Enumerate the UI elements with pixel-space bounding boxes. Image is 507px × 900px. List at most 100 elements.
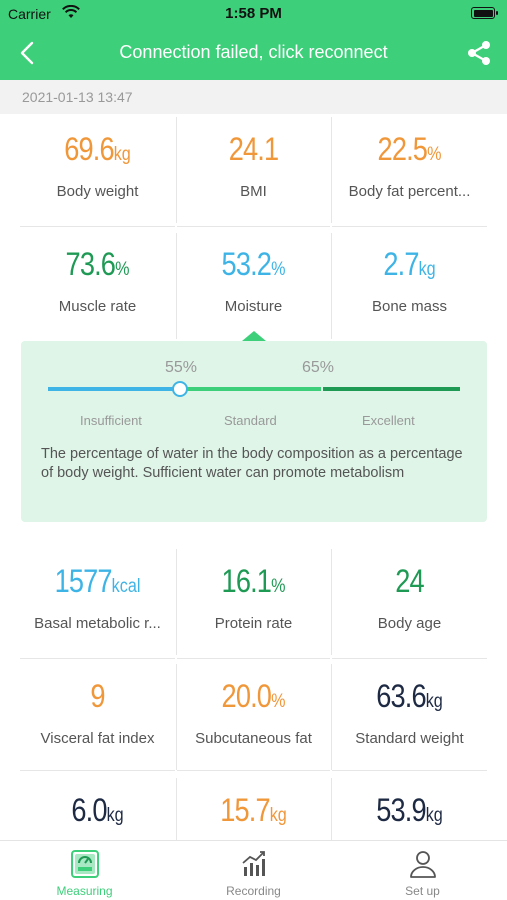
- metric-cell[interactable]: 1577kcal Basal metabolic r...: [20, 549, 175, 657]
- metric-value: 15.7kg: [188, 792, 320, 829]
- metric-cell[interactable]: 20.0% Subcutaneous fat: [176, 664, 331, 772]
- metric-label: Muscle rate: [58, 298, 137, 315]
- metric-value: 20.0%: [188, 678, 320, 715]
- tab-recording[interactable]: Recording: [169, 841, 338, 900]
- metric-value: 53.2%: [188, 246, 320, 283]
- metric-label: Body fat percent...: [348, 183, 471, 200]
- metric-number: 20.0: [221, 678, 272, 714]
- metric-value: 24.1: [188, 131, 320, 168]
- metric-label: Basal metabolic r...: [34, 615, 161, 632]
- metric-value: 53.9kg: [344, 792, 476, 829]
- metric-number: 63.6: [376, 678, 426, 714]
- scale-icon: [71, 850, 99, 878]
- metric-label: Body age: [377, 615, 442, 632]
- metric-value: 2.7kg: [344, 246, 476, 283]
- range-bar-standard: [182, 387, 321, 391]
- measurement-date-bar: 2021-01-13 13:47: [0, 80, 507, 114]
- metric-cell[interactable]: 15.7kg: [176, 778, 331, 886]
- metrics-grid-bottom: 1577kcal Basal metabolic r... 16.1% Protein…: [20, 549, 487, 840]
- moisture-detail-panel: 55% 65% Insufficient Standard Excellent …: [21, 341, 487, 522]
- wifi-icon: [62, 5, 80, 18]
- metric-cell[interactable]: 16.1% Protein rate: [176, 549, 331, 657]
- tab-set-up[interactable]: Set up: [338, 841, 507, 900]
- metric-cell[interactable]: 69.6kg Body weight: [20, 117, 175, 225]
- metric-value: 24: [344, 563, 476, 600]
- metric-number: 24.1: [228, 131, 279, 167]
- metric-unit: kg: [425, 691, 443, 712]
- metrics-grid-top: 69.6kg Body weight 24.1 BMI 22.5% Body fat pe…: [20, 117, 487, 339]
- tab-label: Measuring: [56, 884, 113, 898]
- metric-label: Subcutaneous fat: [195, 730, 312, 747]
- metric-number: 69.6: [64, 131, 114, 167]
- metric-cell[interactable]: 6.0kg: [20, 778, 175, 886]
- metric-cell[interactable]: 2.7kg Bone mass: [332, 232, 487, 340]
- metric-label: Standard weight: [355, 730, 464, 747]
- metric-unit: %: [271, 259, 286, 280]
- metric-value: 63.6kg: [344, 678, 476, 715]
- nav-bar: Connection failed, click reconnect: [0, 30, 507, 78]
- chart-icon: [242, 851, 265, 876]
- panel-pointer: [242, 331, 266, 341]
- metric-number: 16.1: [221, 563, 272, 599]
- metric-unit: %: [115, 259, 130, 280]
- metric-cell[interactable]: 53.2% Moisture: [176, 232, 331, 340]
- metric-unit: kg: [113, 144, 131, 165]
- share-icon[interactable]: [465, 39, 493, 67]
- metric-cell[interactable]: 63.6kg Standard weight: [332, 664, 487, 772]
- metric-cell[interactable]: 53.9kg: [332, 778, 487, 886]
- metric-cell[interactable]: 73.6% Muscle rate: [20, 232, 175, 340]
- tab-label: Set up: [405, 884, 440, 898]
- level-excellent: Excellent: [362, 413, 415, 428]
- battery-icon: [471, 7, 498, 19]
- metric-unit: kg: [425, 805, 443, 826]
- metric-value: 69.6kg: [32, 131, 164, 168]
- clock: 1:58 PM: [225, 5, 282, 22]
- metric-number: 2.7: [383, 246, 419, 282]
- metric-value: 16.1%: [188, 563, 320, 600]
- moisture-description: The percentage of water in the body comp…: [41, 446, 463, 481]
- metric-number: 73.6: [65, 246, 116, 282]
- metric-label: Protein rate: [214, 615, 293, 632]
- reconnect-title[interactable]: Connection failed, click reconnect: [119, 42, 388, 62]
- metric-value: 6.0kg: [32, 792, 164, 829]
- tab-measuring[interactable]: Measuring: [0, 841, 169, 900]
- metric-label: Bone mass: [371, 298, 448, 315]
- metric-number: 6.0: [71, 792, 107, 828]
- metric-number: 53.9: [376, 792, 426, 828]
- metric-label: Visceral fat index: [40, 730, 155, 747]
- metric-label: Body weight: [56, 183, 139, 200]
- measurement-date: 2021-01-13 13:47: [22, 89, 133, 105]
- metric-number: 22.5: [377, 131, 428, 167]
- level-standard: Standard: [224, 413, 277, 428]
- metric-unit: %: [427, 144, 442, 165]
- metric-cell[interactable]: 24.1 BMI: [176, 117, 331, 225]
- user-icon: [410, 851, 436, 878]
- metric-value: 22.5%: [344, 131, 476, 168]
- metric-label: BMI: [240, 183, 267, 200]
- metric-cell[interactable]: 24 Body age: [332, 549, 487, 657]
- metric-label: Moisture: [224, 298, 283, 315]
- metric-unit: %: [271, 576, 286, 597]
- metric-unit: kg: [418, 259, 436, 280]
- app-header: Carrier 1:58 PM Connection failed, click…: [0, 0, 507, 80]
- tab-label: Recording: [226, 884, 281, 898]
- level-insufficient: Insufficient: [80, 413, 142, 428]
- threshold-low: 55%: [165, 359, 198, 376]
- metric-value: 1577kcal: [32, 563, 164, 600]
- carrier-label: Carrier: [8, 6, 51, 22]
- range-bar-excellent: [323, 387, 460, 391]
- metric-number: 9: [90, 678, 105, 714]
- metric-unit: kcal: [111, 576, 141, 597]
- metric-unit: kg: [269, 805, 287, 826]
- metric-cell[interactable]: 9 Visceral fat index: [20, 664, 175, 772]
- metric-value: 73.6%: [32, 246, 164, 283]
- metric-number: 53.2: [221, 246, 272, 282]
- metric-unit: kg: [106, 805, 124, 826]
- metric-number: 24: [395, 563, 424, 599]
- threshold-high: 65%: [302, 359, 335, 376]
- metric-value: 9: [32, 678, 164, 715]
- metric-cell[interactable]: 22.5% Body fat percent...: [332, 117, 487, 225]
- back-arrow-icon[interactable]: [14, 38, 44, 68]
- status-bar: Carrier 1:58 PM: [0, 0, 507, 28]
- metric-unit: %: [271, 691, 286, 712]
